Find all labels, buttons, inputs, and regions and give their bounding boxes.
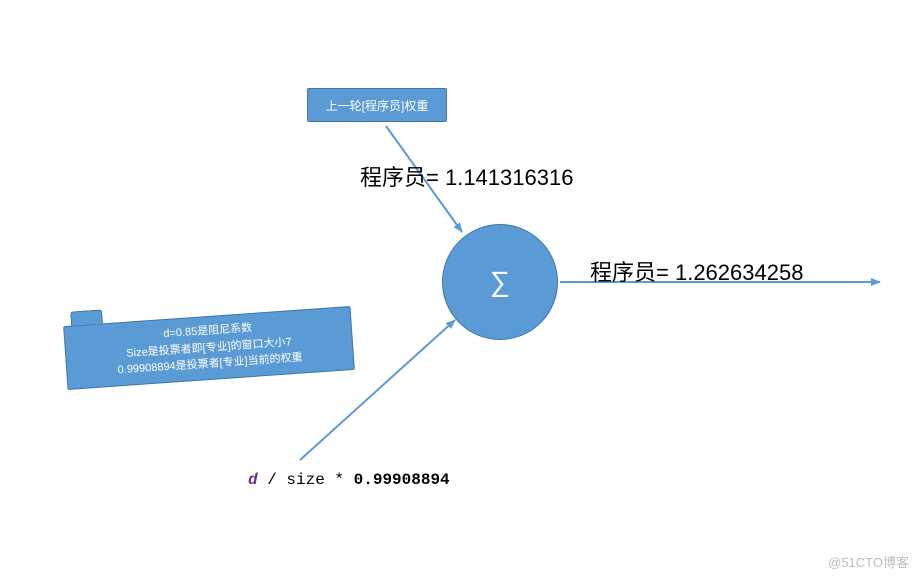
formula-size: size <box>286 471 324 489</box>
callout-parameters: d=0.85是阻尼系数 Size是投票者即[专业]的窗口大小7 0.999088… <box>63 306 355 390</box>
formula-d: d <box>248 471 258 489</box>
label-prefix: 程序员= <box>360 165 445 190</box>
formula: d / size * 0.99908894 <box>248 471 450 489</box>
label-value: 1.141316316 <box>445 165 573 190</box>
formula-slash: / <box>258 471 287 489</box>
callout-top-text: 上一轮[程序员]权重 <box>326 97 429 114</box>
diagram-stage: 上一轮[程序员]权重 d=0.85是阻尼系数 Size是投票者即[专业]的窗口大… <box>0 0 921 579</box>
sigma-node: ∑ <box>442 224 558 340</box>
formula-num: 0.99908894 <box>354 471 450 489</box>
callout-body: d=0.85是阻尼系数 Size是投票者即[专业]的窗口大小7 0.999088… <box>63 306 355 390</box>
callout-previous-weight: 上一轮[程序员]权重 <box>307 88 447 122</box>
label-input-value: 程序员= 1.141316316 <box>360 160 573 192</box>
label-prefix: 程序员= <box>590 260 675 285</box>
label-value: 1.262634258 <box>675 260 803 285</box>
watermark: @51CTO博客 <box>828 552 909 571</box>
formula-star: * <box>325 471 354 489</box>
sigma-symbol: ∑ <box>490 266 510 298</box>
label-output-value: 程序员= 1.262634258 <box>590 255 803 287</box>
